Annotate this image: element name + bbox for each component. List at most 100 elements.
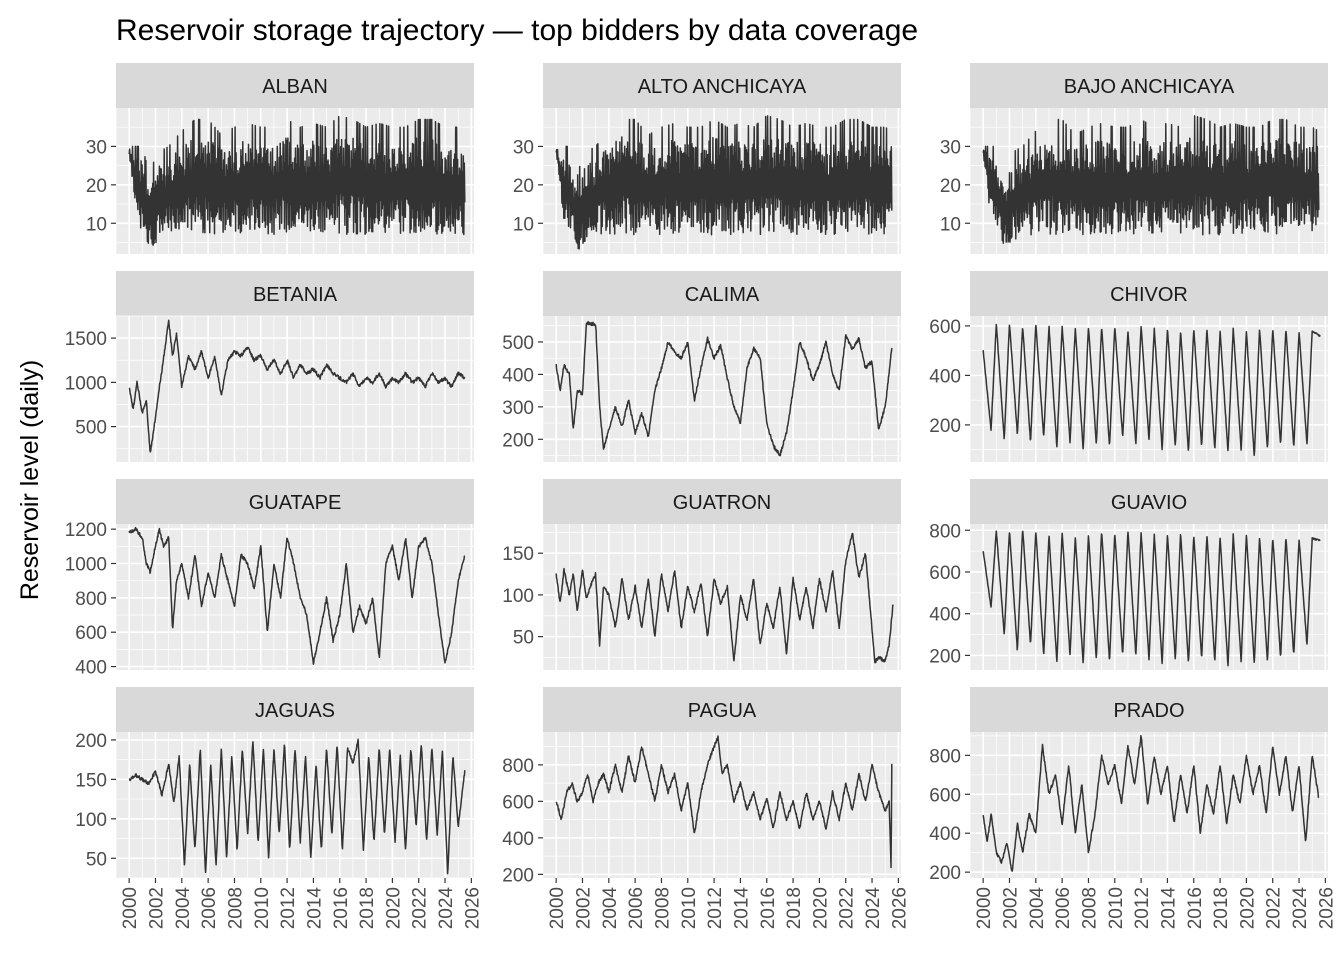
- y-tick-label: 20: [86, 176, 107, 197]
- x-tick-label: 2006: [199, 887, 220, 929]
- y-tick-label: 1000: [65, 373, 107, 394]
- facet-strip-label: PRADO: [1113, 700, 1184, 722]
- x-tick-label: 2024: [436, 887, 457, 930]
- facet-strip-label: JAGUAS: [255, 700, 335, 722]
- y-tick-label: 50: [86, 849, 107, 870]
- x-tick-label: 2016: [331, 887, 352, 929]
- x-tick-label: 2020: [810, 887, 831, 929]
- series-line: [555, 321, 893, 457]
- y-tick-label: 200: [929, 416, 961, 437]
- facet-panel: CALIMA 200 300 400 500: [502, 271, 901, 462]
- y-tick-label: 600: [929, 563, 961, 584]
- y-tick-label: 200: [929, 646, 961, 667]
- x-tick-label: 2014: [731, 887, 752, 930]
- x-tick-label: 2000: [974, 887, 995, 929]
- y-tick-label: 150: [75, 770, 107, 791]
- series-line: [128, 319, 466, 453]
- y-axis-label: Reservoir level (daily): [16, 360, 44, 600]
- series-line: [555, 115, 893, 250]
- x-tick-label: 2014: [1158, 887, 1179, 930]
- x-tick-label: 2008: [652, 887, 673, 929]
- facet-strip-label: CHIVOR: [1110, 284, 1188, 306]
- facet-panel: CHIVOR 200 400 600: [929, 271, 1328, 462]
- facet-strip-label: ALTO ANCHICAYA: [638, 76, 807, 98]
- x-tick-label: 2002: [146, 887, 167, 929]
- facet-panel: BAJO ANCHICAYA 10 20 30: [940, 63, 1328, 254]
- y-tick-label: 600: [75, 623, 107, 644]
- facet-strip: [116, 687, 474, 732]
- x-tick-label: 2004: [1027, 887, 1048, 930]
- y-tick-label: 800: [75, 589, 107, 610]
- y-tick-label: 600: [502, 792, 534, 813]
- y-tick-label: 300: [502, 398, 534, 419]
- facet-panel: ALTO ANCHICAYA 10 20 30: [513, 63, 901, 254]
- facet-strip-label: GUATRON: [673, 492, 772, 514]
- x-tick-label: 2014: [304, 887, 325, 930]
- x-tick-label: 2022: [1264, 887, 1285, 929]
- x-tick-label: 2016: [758, 887, 779, 929]
- y-tick-label: 100: [75, 810, 107, 831]
- y-tick-label: 20: [940, 176, 961, 197]
- y-tick-label: 100: [502, 586, 534, 607]
- y-tick-label: 400: [502, 365, 534, 386]
- x-tick-label: 2024: [863, 887, 884, 930]
- panel-background: [970, 732, 1328, 878]
- y-tick-label: 400: [929, 824, 961, 845]
- facet-strip: [116, 271, 474, 316]
- x-tick-label: 2018: [357, 887, 378, 929]
- x-tick-label: 2002: [573, 887, 594, 929]
- y-tick-label: 30: [940, 137, 961, 158]
- y-tick-label: 600: [929, 317, 961, 338]
- y-tick-label: 150: [502, 544, 534, 565]
- facet-strip-label: GUAVIO: [1111, 492, 1187, 514]
- facet-strip: [543, 271, 901, 316]
- series-line: [982, 323, 1321, 457]
- y-tick-label: 1500: [65, 329, 107, 350]
- facet-strip: [116, 479, 474, 524]
- x-tick-label: 2008: [1079, 887, 1100, 929]
- series-line: [128, 115, 466, 246]
- series-line: [128, 738, 466, 875]
- facet-strip-label: PAGUA: [688, 700, 757, 722]
- y-tick-label: 200: [75, 731, 107, 752]
- y-tick-label: 400: [929, 366, 961, 387]
- y-tick-label: 800: [929, 521, 961, 542]
- y-tick-label: 200: [502, 430, 534, 451]
- facet-panel: GUATAPE 400 600 800 1000 1200: [65, 479, 474, 679]
- x-tick-label: 2008: [225, 887, 246, 929]
- series-line: [982, 530, 1321, 667]
- x-tick-label: 2006: [1053, 887, 1074, 929]
- x-tick-label: 2022: [837, 887, 858, 929]
- series-line: [982, 115, 1320, 245]
- facet-panel: PAGUA 200 400 600 800 2000 2002 2004 2006 2008 201…: [502, 687, 910, 929]
- y-tick-label: 600: [929, 785, 961, 806]
- x-tick-label: 2010: [252, 887, 273, 929]
- x-tick-label: 2026: [1316, 887, 1337, 929]
- y-tick-label: 10: [513, 214, 534, 235]
- facet-strip-label: GUATAPE: [249, 492, 342, 514]
- y-tick-label: 400: [75, 658, 107, 679]
- x-tick-label: 2026: [462, 887, 483, 929]
- facet-panel: BETANIA 500 1000 1500: [65, 271, 474, 462]
- y-tick-label: 30: [86, 137, 107, 158]
- y-tick-label: 1200: [65, 520, 107, 541]
- y-tick-label: 200: [929, 863, 961, 884]
- x-tick-label: 2010: [1106, 887, 1127, 929]
- facet-panel: GUATRON 50 100 150: [502, 479, 901, 670]
- series-line: [128, 526, 466, 665]
- x-tick-label: 2020: [383, 887, 404, 929]
- facet-strip: [970, 271, 1328, 316]
- x-tick-label: 2024: [1290, 887, 1311, 930]
- facet-strip: [543, 63, 901, 108]
- y-tick-label: 20: [513, 176, 534, 197]
- x-tick-label: 2004: [600, 887, 621, 930]
- x-tick-label: 2006: [626, 887, 647, 929]
- series-line: [555, 532, 894, 664]
- y-tick-label: 10: [86, 214, 107, 235]
- x-tick-label: 2000: [120, 887, 141, 929]
- facet-strip: [543, 479, 901, 524]
- x-tick-label: 2002: [1000, 887, 1021, 929]
- x-tick-label: 2020: [1237, 887, 1258, 929]
- y-tick-label: 800: [502, 756, 534, 777]
